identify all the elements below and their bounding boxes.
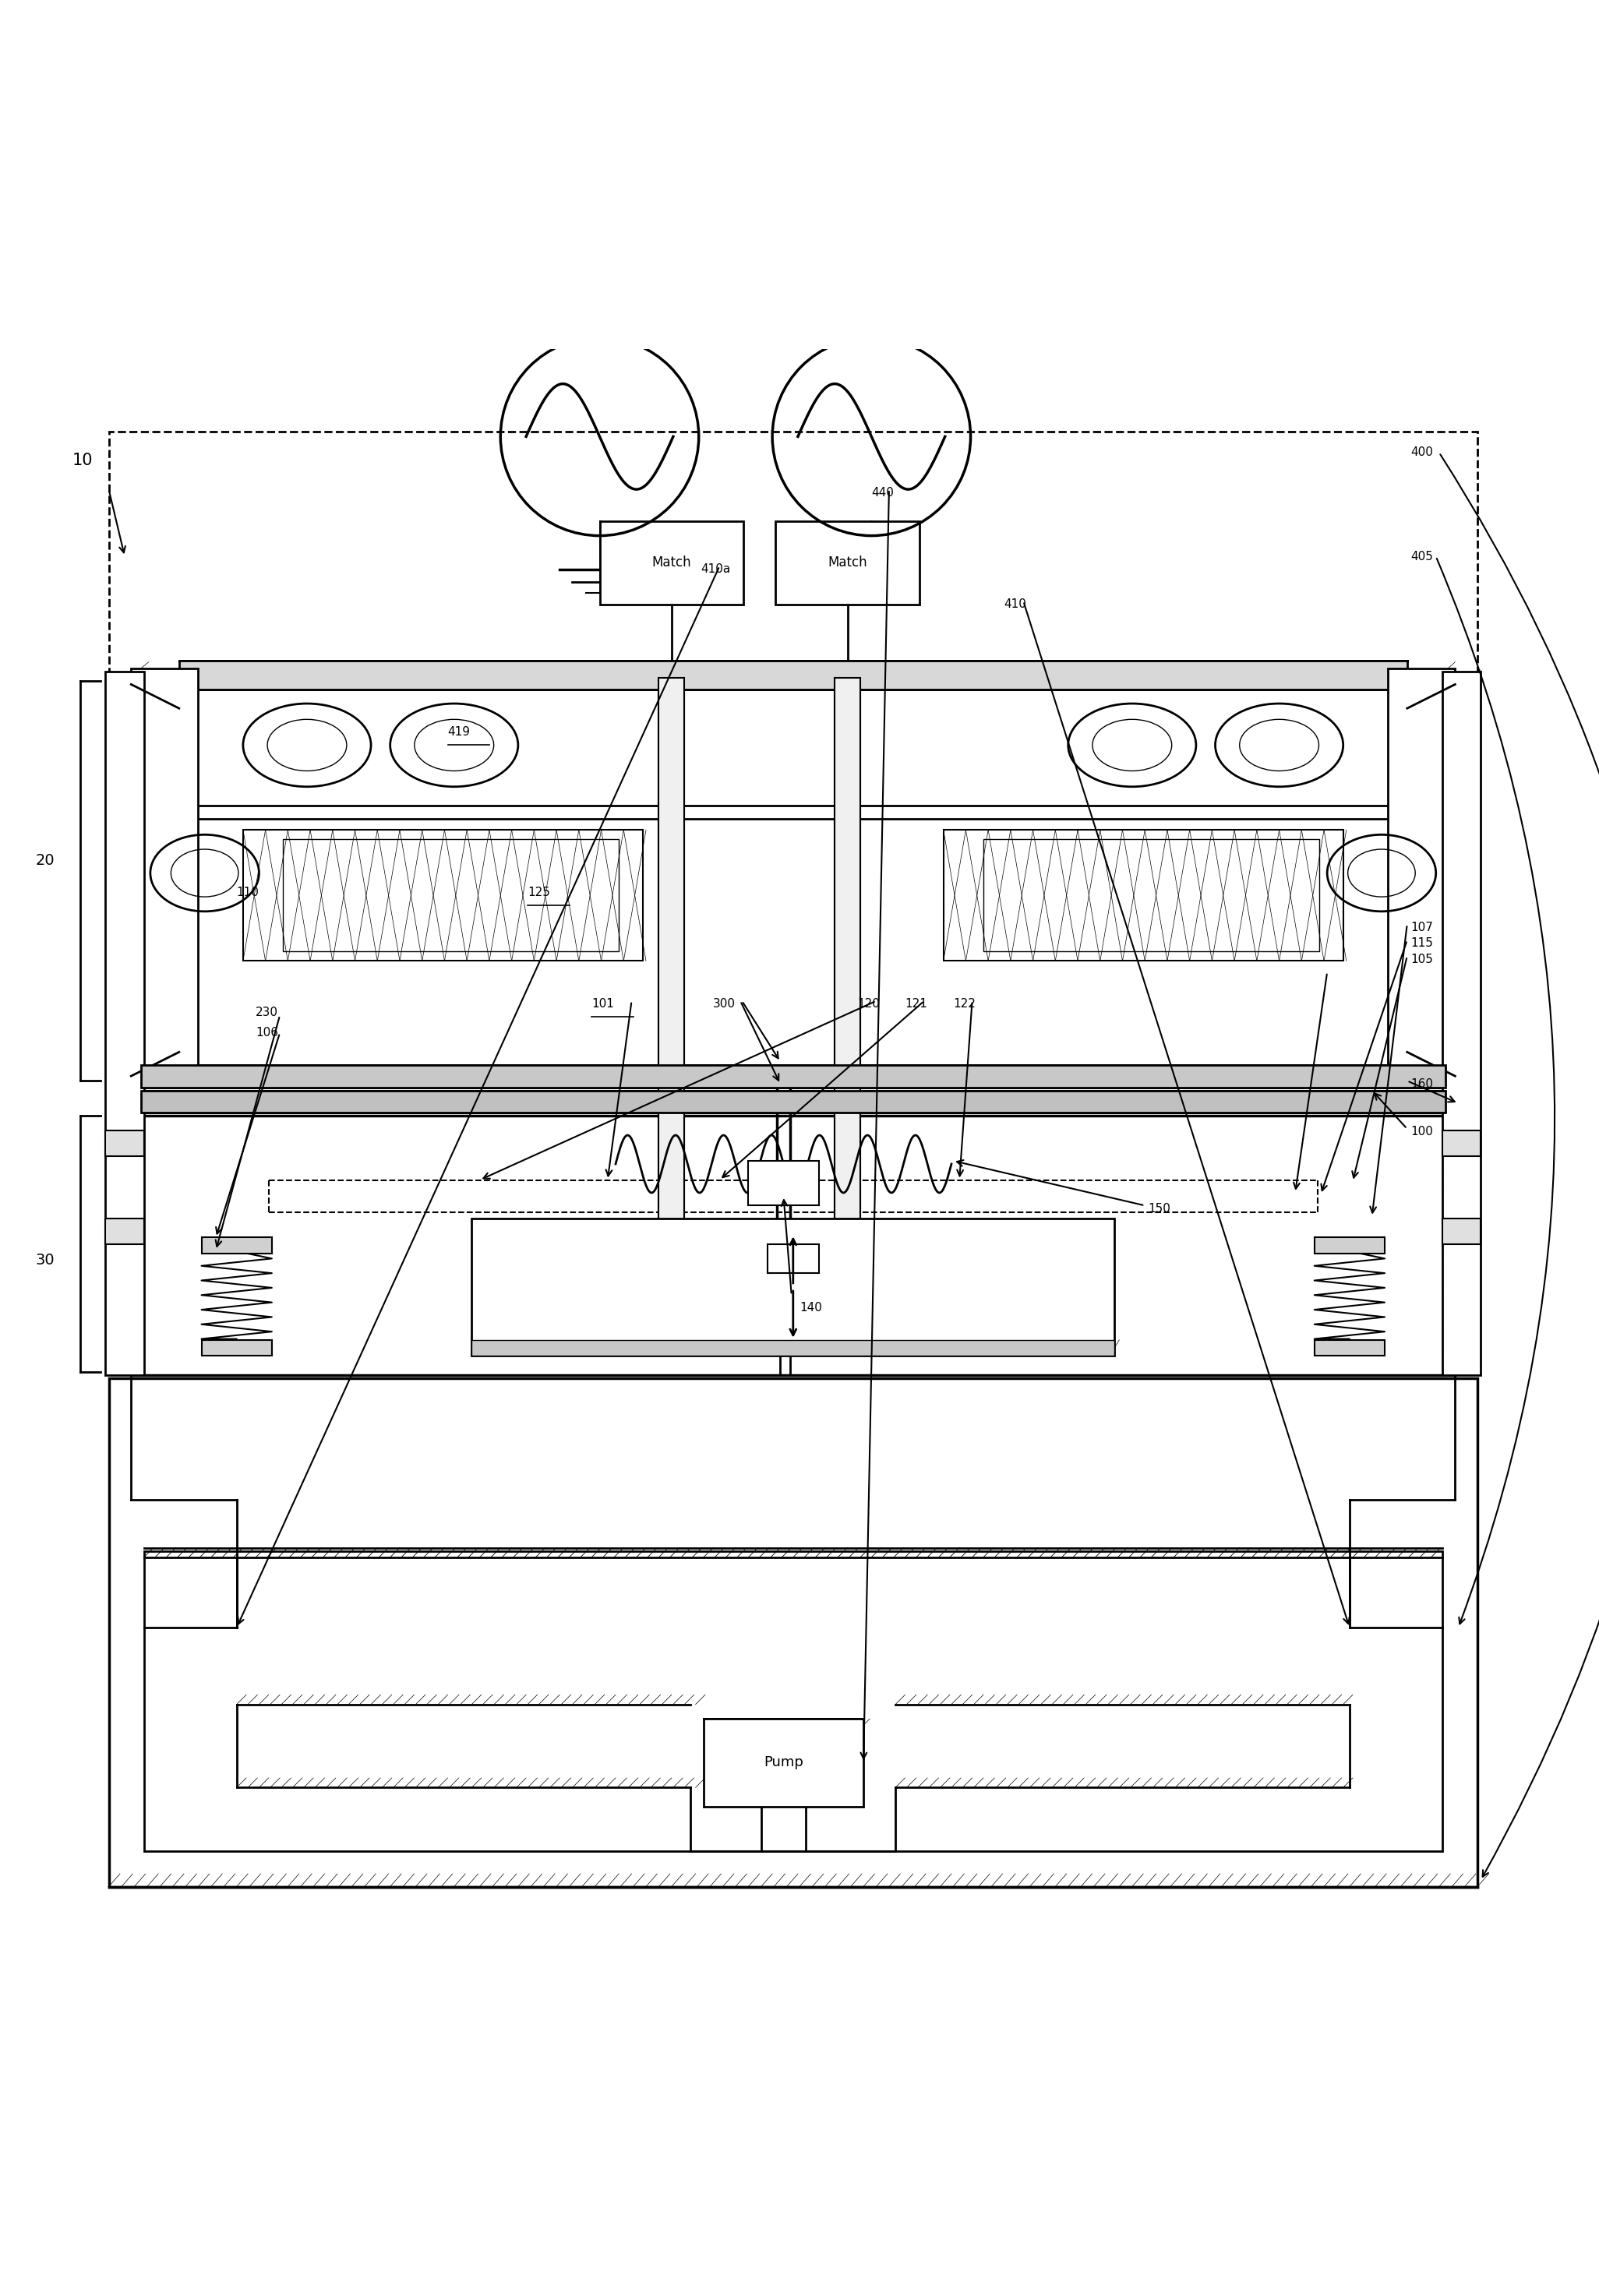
Text: 120: 120: [857, 999, 879, 1010]
Bar: [141, 1065, 1445, 1088]
Text: 115: 115: [1410, 937, 1433, 948]
Bar: [141, 1091, 1445, 1114]
Bar: [1442, 1219, 1481, 1244]
Bar: [109, 432, 1477, 1887]
Bar: [983, 840, 1319, 951]
Text: 105: 105: [1410, 953, 1433, 964]
Bar: [835, 677, 860, 1277]
Bar: [943, 829, 1343, 962]
Text: 125: 125: [528, 886, 550, 898]
Bar: [179, 689, 1407, 1081]
Bar: [1388, 668, 1455, 1084]
Text: 405: 405: [1410, 551, 1433, 563]
Bar: [704, 1720, 863, 1807]
Bar: [1314, 1341, 1385, 1357]
Bar: [131, 668, 198, 1084]
Text: 101: 101: [592, 999, 614, 1010]
Text: Match: Match: [828, 556, 867, 569]
Text: 230: 230: [256, 1006, 278, 1017]
Text: 100: 100: [1410, 1125, 1433, 1139]
Bar: [472, 1341, 1115, 1357]
Bar: [472, 1219, 1115, 1357]
Text: 140: 140: [800, 1302, 822, 1313]
Bar: [201, 1341, 272, 1357]
Text: Pump: Pump: [764, 1756, 803, 1770]
Bar: [144, 1550, 1442, 1851]
Bar: [1314, 1238, 1385, 1254]
Bar: [243, 829, 643, 962]
Text: Match: Match: [652, 556, 691, 569]
Text: 20: 20: [35, 852, 54, 868]
Bar: [106, 1130, 144, 1155]
Bar: [201, 1238, 272, 1254]
Bar: [106, 1219, 144, 1244]
Bar: [283, 840, 619, 951]
Bar: [131, 1116, 1455, 1375]
Bar: [1442, 1130, 1481, 1155]
Text: 400: 400: [1410, 448, 1433, 459]
Bar: [768, 1244, 819, 1272]
Bar: [776, 521, 919, 604]
Text: 410a: 410a: [700, 563, 731, 574]
Text: 121: 121: [905, 999, 927, 1010]
Text: 107: 107: [1410, 921, 1433, 932]
Text: 440: 440: [871, 487, 894, 498]
Text: 122: 122: [953, 999, 975, 1010]
Text: 160: 160: [1410, 1079, 1433, 1091]
Text: 106: 106: [256, 1026, 278, 1038]
Bar: [106, 673, 144, 1375]
Bar: [600, 521, 744, 604]
Bar: [748, 1162, 819, 1205]
Text: 30: 30: [35, 1254, 54, 1267]
Bar: [109, 1378, 1477, 1887]
Text: 10: 10: [72, 452, 93, 468]
Bar: [1442, 673, 1481, 1375]
Text: 410: 410: [1004, 599, 1027, 611]
Text: 110: 110: [237, 886, 259, 898]
Text: 150: 150: [1148, 1203, 1170, 1215]
Bar: [659, 677, 684, 1277]
Text: 419: 419: [448, 726, 470, 739]
Bar: [179, 661, 1407, 689]
Text: 300: 300: [713, 999, 736, 1010]
